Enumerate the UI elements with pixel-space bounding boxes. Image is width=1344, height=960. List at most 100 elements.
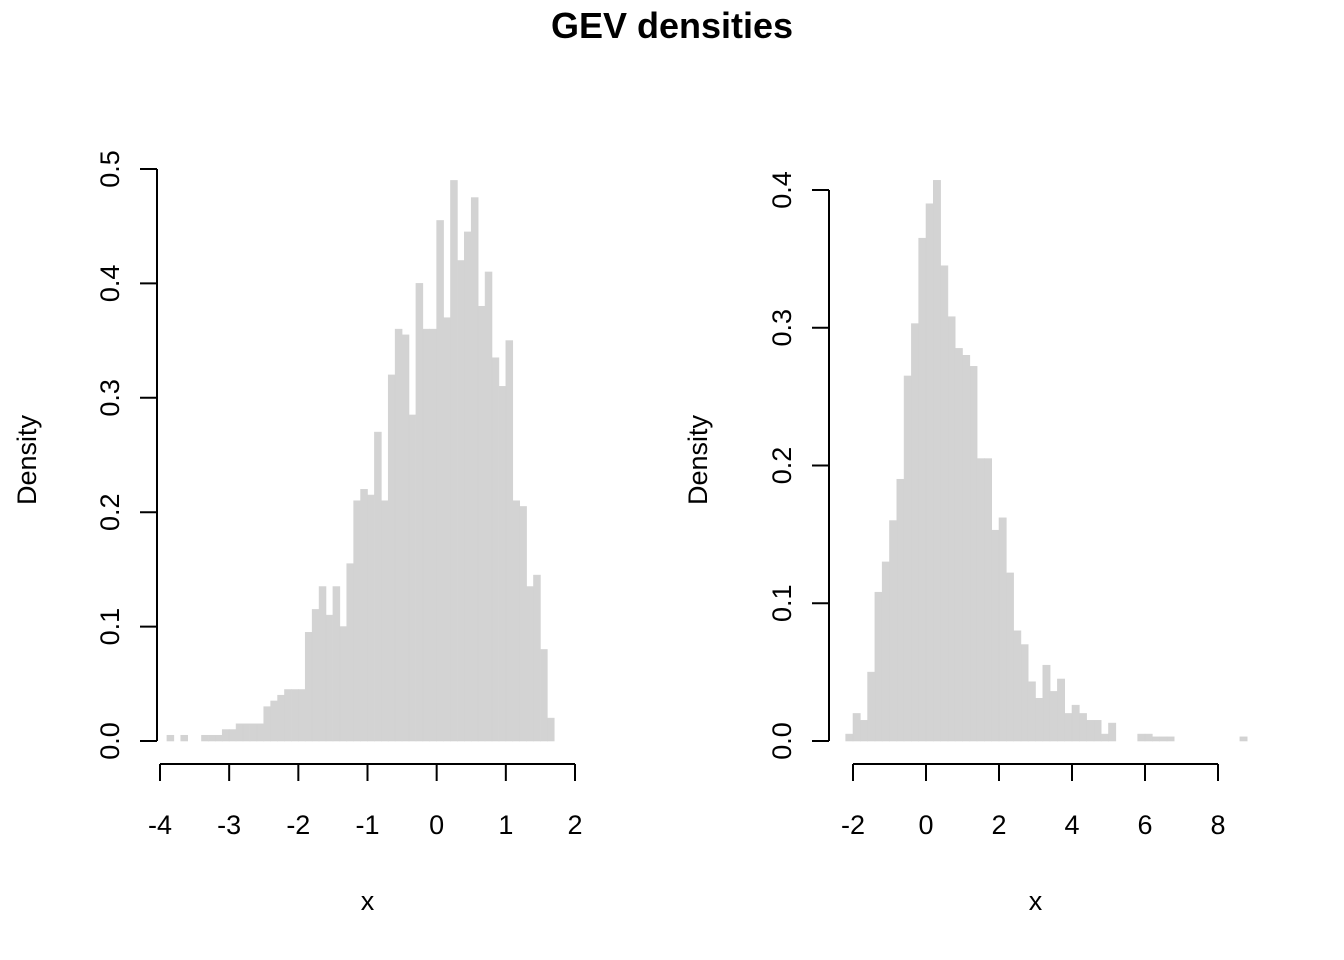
x-tick-label: 2	[991, 810, 1006, 840]
histogram-bar	[1166, 736, 1175, 742]
histogram-bar	[1086, 720, 1095, 742]
histogram-bar	[911, 323, 920, 742]
histogram-bar	[918, 237, 927, 742]
histogram-bar	[1152, 736, 1160, 742]
histogram-bar	[519, 506, 527, 742]
y-tick-label: 0.0	[95, 722, 125, 760]
x-tick-label: 4	[1064, 810, 1079, 840]
histogram-bar	[360, 489, 368, 742]
histogram-bar	[526, 586, 534, 742]
x-tick-label: 6	[1137, 810, 1152, 840]
histogram-bar	[263, 706, 271, 742]
x-tick-label: 0	[918, 810, 933, 840]
histogram-bar	[221, 729, 230, 742]
y-axis-label: Density	[12, 414, 42, 505]
histogram-bar	[394, 328, 403, 742]
histogram-bar	[387, 374, 396, 742]
histogram-bar	[201, 734, 209, 742]
y-tick-label: 0.4	[767, 171, 797, 209]
histogram-bar	[346, 563, 354, 742]
histogram-bar	[235, 723, 244, 742]
histogram-bar	[381, 500, 389, 742]
y-tick-label: 0.5	[95, 150, 125, 188]
histogram-bar	[1035, 697, 1044, 742]
histogram-bar	[367, 494, 375, 742]
histogram-bar	[1144, 733, 1153, 742]
histogram-bar	[242, 723, 251, 742]
histogram-bar	[932, 180, 941, 742]
histogram-bar	[270, 700, 278, 742]
histogram-bar	[415, 283, 424, 742]
histogram-bar	[533, 574, 541, 742]
histogram-bar	[457, 260, 465, 742]
histogram-bar	[1137, 733, 1146, 742]
y-tick-label: 0.2	[767, 447, 797, 485]
x-axis-label: x	[1029, 886, 1043, 916]
histogram-bar	[1100, 733, 1109, 742]
y-tick-label: 0.3	[767, 309, 797, 347]
histogram-bar	[925, 203, 934, 742]
histogram-bar	[1042, 664, 1051, 742]
x-tick-label: -1	[355, 810, 379, 840]
histogram-bar	[249, 723, 258, 742]
histogram-bar	[291, 689, 299, 742]
histogram-bar	[1013, 630, 1022, 742]
histogram-bar	[464, 231, 472, 742]
x-tick-label: -3	[217, 810, 241, 840]
histogram-bar	[208, 734, 216, 742]
histogram-bar	[318, 586, 327, 742]
histogram-bar	[277, 694, 285, 742]
histogram-bar	[1064, 713, 1073, 742]
histogram-bar	[298, 689, 306, 742]
histogram-bar	[228, 729, 237, 742]
y-tick-label: 0.2	[95, 493, 125, 531]
histogram-bar	[976, 458, 985, 742]
histogram-bar	[998, 517, 1007, 742]
histogram-bar	[1027, 681, 1036, 742]
y-axis-label: Density	[683, 414, 713, 505]
histogram-bar	[498, 386, 507, 742]
histogram-bar	[325, 614, 334, 742]
histogram-bar	[940, 265, 949, 742]
histogram-bar	[401, 334, 410, 742]
histogram-bar	[1239, 736, 1248, 742]
histogram-bar	[436, 220, 444, 742]
histogram-bar	[1049, 691, 1058, 742]
histogram-bar	[947, 316, 956, 742]
histogram-bar	[304, 632, 313, 742]
histogram-bar	[166, 734, 175, 742]
histogram-bar	[284, 689, 292, 742]
histogram-panel-right: -2 0 2 4 6 8 0.0 0.1 0.2 0.3 0.4 x Density	[683, 171, 1248, 916]
histogram-bar	[422, 328, 431, 742]
histogram-bar	[1093, 720, 1102, 742]
histogram-bar	[408, 414, 417, 742]
histogram-bar	[962, 354, 971, 742]
histogram-bar	[954, 348, 963, 742]
histogram-bar	[547, 717, 555, 742]
histogram-bar	[1108, 722, 1117, 742]
histogram-bar	[1159, 736, 1168, 742]
y-tick-label: 0.1	[767, 584, 797, 622]
histogram-bar	[512, 500, 520, 742]
x-tick-label: 1	[498, 810, 513, 840]
histogram-bar	[889, 520, 898, 742]
histogram-bar	[374, 431, 382, 742]
histogram-bar	[984, 458, 993, 742]
x-axis-label: x	[361, 886, 375, 916]
histogram-bar	[852, 713, 861, 742]
histogram-bar	[1079, 713, 1087, 742]
histogram-bar	[991, 529, 1000, 742]
histogram-bar	[339, 626, 348, 742]
x-tick-label: 2	[567, 810, 582, 840]
x-tick-label: 0	[429, 810, 444, 840]
histogram-bar	[540, 649, 548, 742]
histogram-bar	[256, 723, 265, 742]
x-tick-label: -2	[841, 810, 865, 840]
histogram-panel-left: -4 -3 -2 -1 0 1 2 0.0 0.1 0.2 0.3 0.4 0.5 x Density	[12, 150, 583, 916]
histogram-bar	[353, 500, 361, 742]
histogram-bar	[859, 720, 868, 742]
histogram-bar	[477, 305, 486, 742]
y-tick-label: 0.0	[767, 722, 797, 760]
